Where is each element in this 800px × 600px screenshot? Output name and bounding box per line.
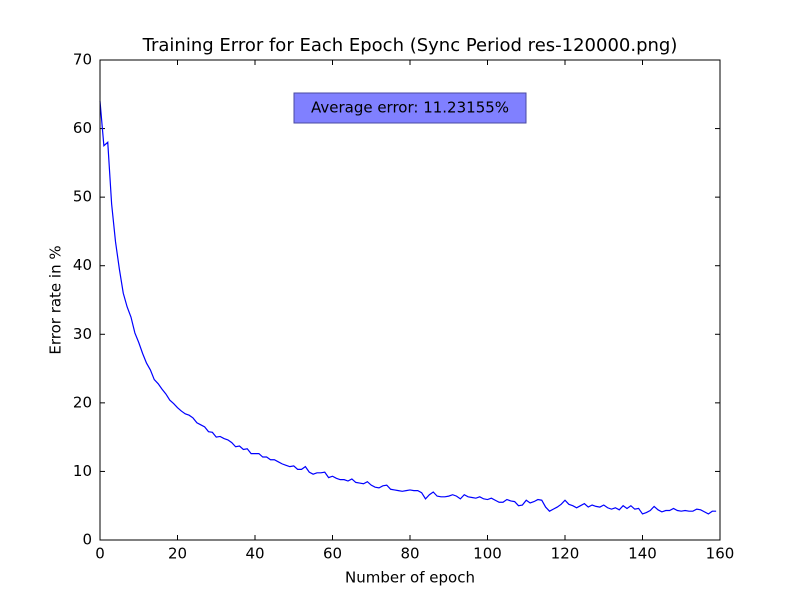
x-tick-label: 100 [473, 545, 502, 563]
y-tick-label: 50 [73, 188, 92, 206]
y-tick-label: 20 [73, 393, 92, 411]
y-tick-label: 70 [73, 51, 92, 69]
x-tick-label: 0 [95, 545, 105, 563]
y-tick-label: 0 [82, 531, 92, 549]
series-line [99, 101, 717, 515]
annotation-box [293, 92, 527, 124]
x-tick-label: 160 [706, 545, 735, 563]
y-tick-label: 40 [73, 256, 92, 274]
x-tick-label: 20 [168, 545, 187, 563]
plot-frame [99, 59, 721, 541]
x-tick-label: 40 [245, 545, 264, 563]
x-tick-label: 140 [628, 545, 657, 563]
x-axis-label: Number of epoch [345, 569, 475, 587]
x-tick-label: 60 [323, 545, 342, 563]
x-tick-label: 120 [551, 545, 580, 563]
chart-title: Training Error for Each Epoch (Sync Peri… [142, 35, 678, 56]
x-tick-label: 80 [400, 545, 419, 563]
y-tick-label: 60 [73, 119, 92, 137]
annotation: Average error: 11.23155% [311, 99, 509, 117]
y-tick-label: 10 [73, 462, 92, 480]
y-axis-label: Error rate in % [47, 245, 65, 354]
y-tick-label: 30 [73, 325, 92, 343]
